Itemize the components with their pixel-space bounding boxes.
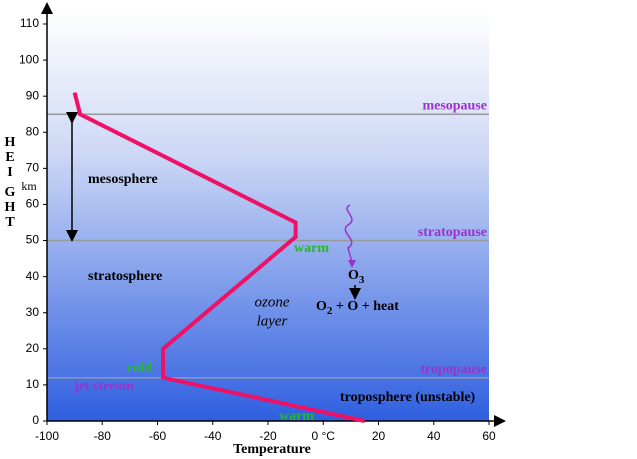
y-tick-label: 40 (26, 269, 40, 283)
reactant-subscript: 3 (359, 274, 365, 286)
x-tick-label: 60 (482, 429, 496, 443)
y-tick-label: 70 (26, 161, 40, 175)
reactant: O3 (348, 268, 365, 285)
y-label-letter: G (5, 185, 16, 200)
y-tick-label: 0 (32, 413, 39, 427)
y-label-letter: E (5, 150, 14, 165)
y-tick-label: 90 (26, 88, 40, 102)
product-symbol: O (316, 299, 327, 314)
x-tick-label: -100 (35, 429, 59, 443)
temperature-line (72, 92, 366, 423)
annotation: mesosphere (88, 172, 158, 187)
annotation: cold (127, 361, 152, 376)
y-tick-label: 20 (26, 341, 40, 355)
radiation-arrowhead (348, 260, 356, 268)
y-label-letter: I (7, 165, 12, 180)
annotation: stratosphere (88, 269, 162, 284)
boundary-label: mesopause (422, 98, 487, 113)
x-axis-label: Temperature (233, 442, 311, 457)
product-subscript: 2 (327, 305, 333, 317)
y-label-letter: T (5, 215, 15, 230)
plot-background (47, 10, 489, 421)
y-tick-label: 60 (26, 197, 40, 211)
radiation-arrow (344, 204, 353, 263)
y-label-letter: H (5, 200, 16, 215)
y-tick-label: 50 (26, 233, 40, 247)
x-tick-label: 20 (372, 429, 386, 443)
y-axis-label: H E I G H T km (5, 135, 38, 230)
annotation: ozone (255, 294, 290, 310)
annotation: warm (294, 241, 329, 256)
y-unit: km (21, 179, 37, 193)
product-rest: + O + heat (332, 299, 399, 314)
y-tick-label: 100 (19, 52, 39, 66)
annotation: troposphere (unstable) (340, 390, 476, 405)
annotation: warm (279, 409, 314, 424)
x-tick-label: -80 (94, 429, 112, 443)
boundary-label: stratopause (418, 225, 487, 240)
boundary-label: tropopause (420, 362, 487, 377)
y-tick-label: 110 (20, 16, 39, 30)
y-tick-label: 10 (26, 377, 40, 391)
reactant-symbol: O (348, 268, 359, 283)
x-tick-label: 0 °C (312, 429, 336, 443)
annotation: jet stream (73, 379, 134, 394)
x-tick-label: -60 (149, 429, 167, 443)
product: O2 + O + heat (316, 299, 399, 316)
annotation: layer (257, 313, 288, 329)
y-tick-label: 30 (26, 305, 40, 319)
x-tick-label: -40 (204, 429, 222, 443)
x-tick-label: -20 (259, 429, 277, 443)
y-label-letter: H (5, 135, 16, 150)
x-tick-label: 40 (427, 429, 441, 443)
y-tick-label: 80 (26, 124, 40, 138)
